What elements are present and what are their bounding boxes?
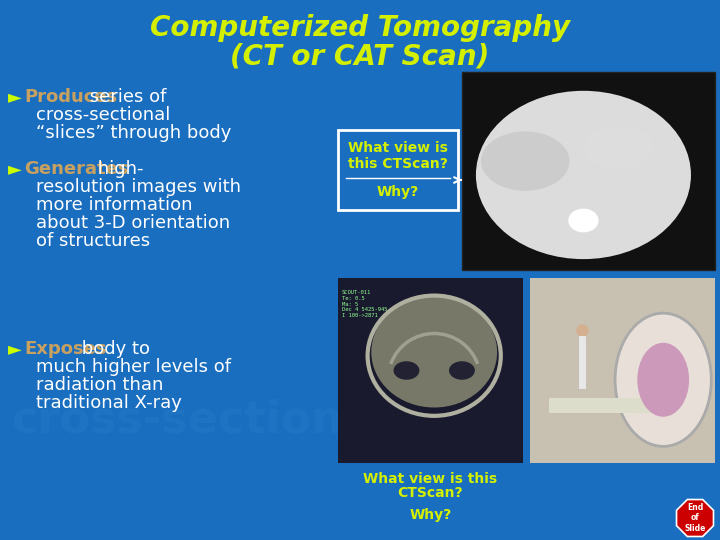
Ellipse shape: [637, 343, 689, 417]
Ellipse shape: [541, 141, 626, 208]
Ellipse shape: [583, 125, 654, 169]
Ellipse shape: [530, 133, 637, 217]
Text: body to: body to: [76, 340, 150, 358]
Text: radiation than: radiation than: [36, 376, 163, 394]
Ellipse shape: [568, 208, 598, 232]
Text: high-: high-: [92, 160, 143, 178]
Bar: [338, 278, 523, 463]
Text: Why?: Why?: [377, 185, 419, 199]
Text: cross-sectional: cross-sectional: [36, 106, 171, 124]
Text: of structures: of structures: [36, 232, 150, 250]
Text: What view is: What view is: [348, 141, 448, 155]
Text: What view is this: What view is this: [364, 472, 498, 486]
Text: Exposes: Exposes: [24, 340, 107, 358]
Text: much higher levels of: much higher levels of: [36, 358, 231, 376]
Text: Generates: Generates: [24, 160, 128, 178]
Text: this CTScan?: this CTScan?: [348, 157, 448, 171]
Text: CTScan?: CTScan?: [397, 486, 463, 500]
Text: Computerized Tomography: Computerized Tomography: [150, 14, 570, 42]
Ellipse shape: [394, 361, 419, 380]
Ellipse shape: [449, 361, 475, 380]
Text: cross-sectional: cross-sectional: [12, 399, 389, 442]
Bar: [462, 72, 715, 270]
Ellipse shape: [572, 166, 594, 184]
Ellipse shape: [498, 107, 670, 242]
Ellipse shape: [476, 91, 691, 259]
Text: ►: ►: [8, 88, 22, 106]
Text: ►: ►: [8, 160, 22, 178]
Text: SCOUT-011
Te: 0.5
Ma: 5
Dec 4 5425-945
I 100->2871: SCOUT-011 Te: 0.5 Ma: 5 Dec 4 5425-945 I…: [342, 290, 387, 318]
Text: ►: ►: [8, 340, 22, 358]
Text: (CT or CAT Scan): (CT or CAT Scan): [230, 42, 490, 70]
Ellipse shape: [481, 131, 570, 191]
Text: End
of
Slide: End of Slide: [684, 503, 706, 533]
Text: about 3-D orientation: about 3-D orientation: [36, 214, 230, 232]
Ellipse shape: [487, 99, 680, 251]
Text: Why?: Why?: [410, 508, 451, 522]
Ellipse shape: [372, 296, 497, 408]
Text: more information: more information: [36, 196, 192, 214]
Bar: [530, 278, 715, 463]
Text: “slices” through body: “slices” through body: [36, 124, 231, 142]
Ellipse shape: [508, 116, 659, 234]
Bar: [338, 465, 523, 533]
Bar: [338, 130, 458, 210]
Ellipse shape: [519, 125, 648, 226]
Ellipse shape: [552, 150, 616, 200]
Text: resolution images with: resolution images with: [36, 178, 241, 196]
Bar: [549, 399, 675, 413]
Text: series of: series of: [84, 88, 166, 106]
Ellipse shape: [615, 313, 711, 447]
Text: traditional X-ray: traditional X-ray: [36, 394, 182, 412]
Ellipse shape: [562, 158, 605, 192]
Text: Produces: Produces: [24, 88, 117, 106]
